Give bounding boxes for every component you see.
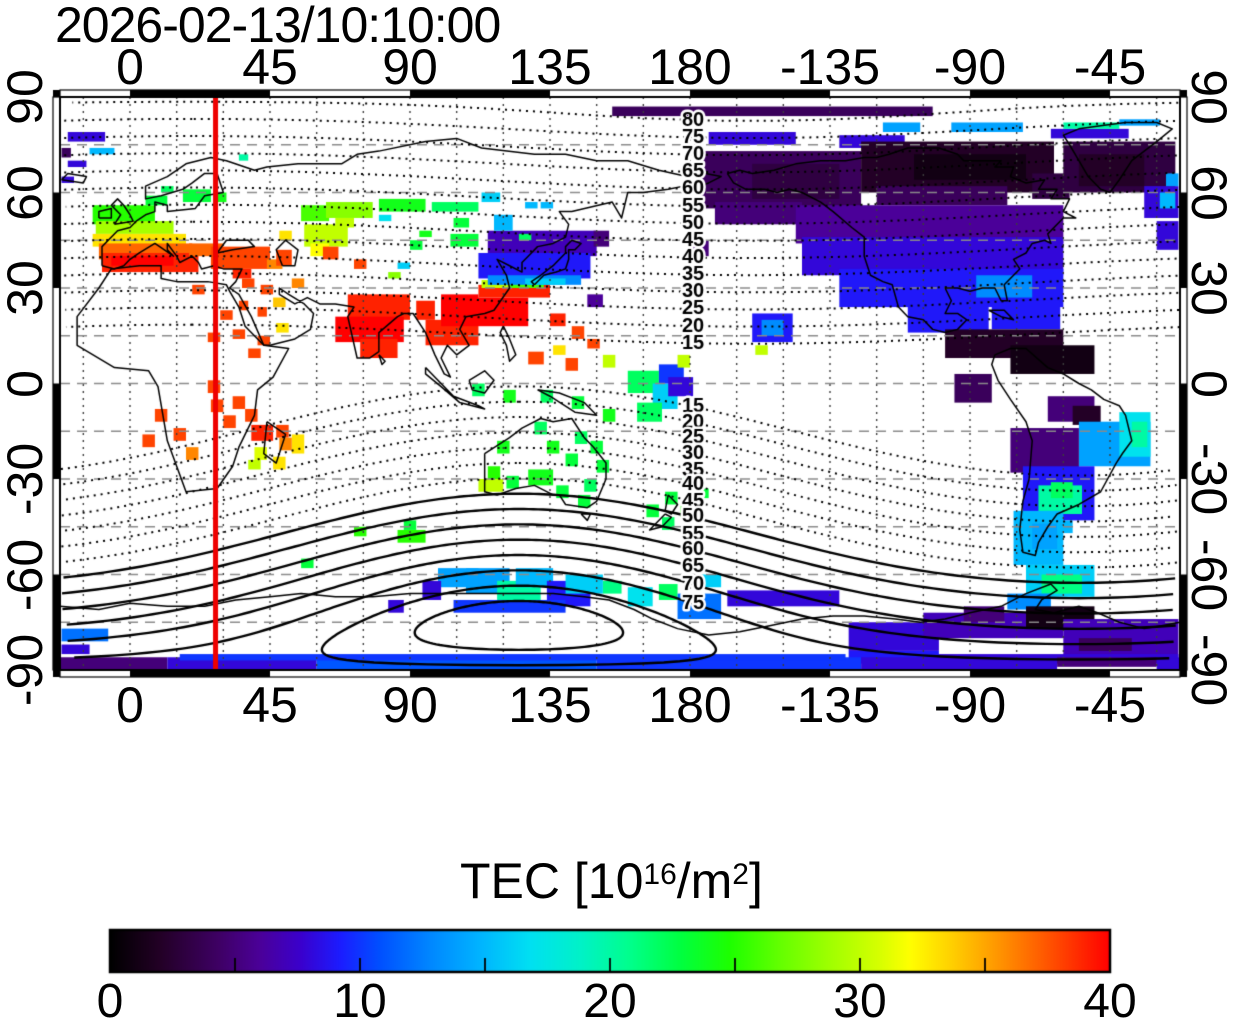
colorbar-title-exp2: 2 [732, 858, 749, 891]
lat-tick-label: -30 [1181, 442, 1235, 516]
lat-tick-label: 0 [0, 369, 53, 398]
lon-tick-label: 90 [382, 39, 438, 95]
lon-tick-label: 135 [508, 39, 592, 95]
colorbar-tick-label: 20 [583, 975, 637, 1021]
lon-tick-label: -45 [1073, 39, 1147, 95]
lat-tick-label: 30 [1181, 260, 1235, 316]
lat-tick-label: -90 [0, 633, 53, 707]
colorbar-title: TEC [1016/m2] [460, 856, 763, 906]
colorbar-tick-label: 10 [333, 975, 387, 1021]
colorbar-title-suffix: ] [748, 853, 763, 909]
colorbar-tick-label: 0 [96, 975, 124, 1021]
lat-tick-label: 60 [1181, 164, 1235, 221]
lon-tick-label: -45 [1073, 677, 1147, 733]
colorbar-tick-label: 40 [1083, 975, 1137, 1021]
lat-tick-label: -60 [1181, 538, 1235, 611]
lat-tick-label: -60 [0, 538, 53, 611]
lon-tick-label: 135 [508, 677, 592, 733]
lon-tick-label: 180 [648, 39, 732, 95]
colorbar-title-prefix: TEC [10 [459, 853, 644, 909]
lon-tick-label: 180 [648, 677, 732, 733]
lat-tick-label: -90 [1181, 633, 1235, 707]
colorbar-title-mid: /m [676, 853, 733, 909]
lon-tick-label: 0 [116, 39, 144, 95]
lat-tick-label: 30 [0, 260, 53, 316]
lat-tick-label: -30 [0, 442, 53, 516]
lon-tick-label: -90 [933, 677, 1007, 733]
lat-tick-label: 90 [1181, 69, 1235, 125]
lat-tick-label: 0 [1181, 369, 1235, 398]
lon-tick-label: 90 [382, 677, 438, 733]
plot-title: 2026-02-13/10:10:00 [55, 0, 501, 53]
colorbar-tick-label: 30 [833, 975, 887, 1021]
lat-tick-label: 90 [0, 69, 53, 125]
lon-tick-label: -135 [779, 677, 881, 733]
lon-tick-label: 45 [242, 677, 298, 733]
lon-tick-label: 0 [116, 677, 144, 733]
colorbar-title-exp1: 16 [643, 858, 677, 891]
lat-tick-label: 60 [0, 164, 53, 221]
lon-tick-label: -135 [779, 39, 881, 95]
lon-tick-label: 45 [242, 39, 298, 95]
lon-tick-label: -90 [933, 39, 1007, 95]
